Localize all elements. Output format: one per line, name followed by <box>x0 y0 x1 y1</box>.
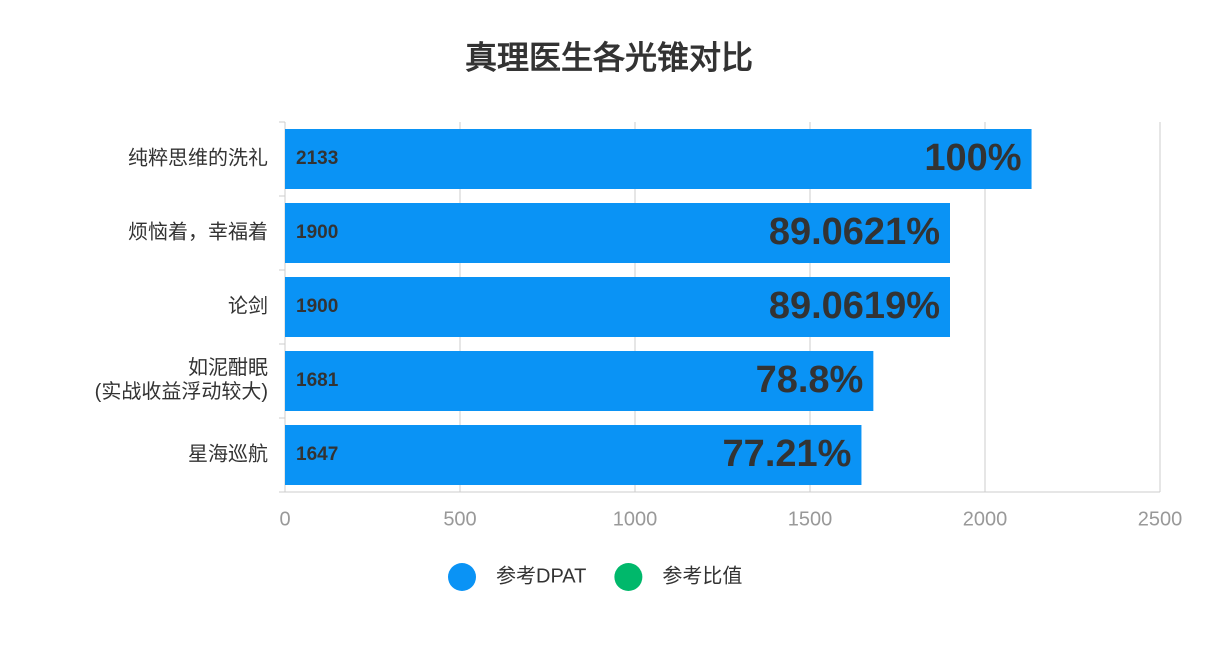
legend-marker <box>448 563 476 591</box>
ratio-label: 89.0621% <box>769 211 940 253</box>
legend-label: 参考比值 <box>662 564 742 587</box>
ratio-label: 78.8% <box>756 359 864 401</box>
x-tick-label: 2000 <box>963 508 1008 530</box>
ratio-label: 77.21% <box>723 433 852 475</box>
chart-title: 真理医生各光锥对比 <box>465 39 753 75</box>
x-tick-label: 500 <box>443 508 476 530</box>
legend-label: 参考DPAT <box>496 564 586 587</box>
x-tick-label: 2500 <box>1138 508 1183 530</box>
ratio-label: 100% <box>924 137 1021 179</box>
bar-value-label: 1900 <box>296 222 338 243</box>
x-tick-label: 1000 <box>613 508 658 530</box>
bar-value-label: 1900 <box>296 296 338 317</box>
legend-marker <box>614 563 643 591</box>
bar <box>285 277 950 337</box>
bar-value-label: 2133 <box>296 148 338 169</box>
y-tick-label: 纯粹思维的洗礼 <box>128 146 268 169</box>
y-tick-label: 如泥酣眠(实战收益浮动较大) <box>95 356 268 403</box>
x-tick-label: 1500 <box>788 508 833 530</box>
bar-value-label: 1647 <box>296 444 338 465</box>
x-tick-label: 0 <box>279 508 290 530</box>
ratio-label: 89.0619% <box>769 285 940 327</box>
y-tick-label: 烦恼着，幸福着 <box>128 220 268 243</box>
bar <box>285 203 950 263</box>
bar <box>285 425 862 485</box>
y-tick-label: 星海巡航 <box>188 442 268 465</box>
bar <box>285 129 1032 189</box>
y-tick-label: 论剑 <box>228 294 268 317</box>
bar <box>285 351 874 411</box>
bar-value-label: 1681 <box>296 370 339 391</box>
